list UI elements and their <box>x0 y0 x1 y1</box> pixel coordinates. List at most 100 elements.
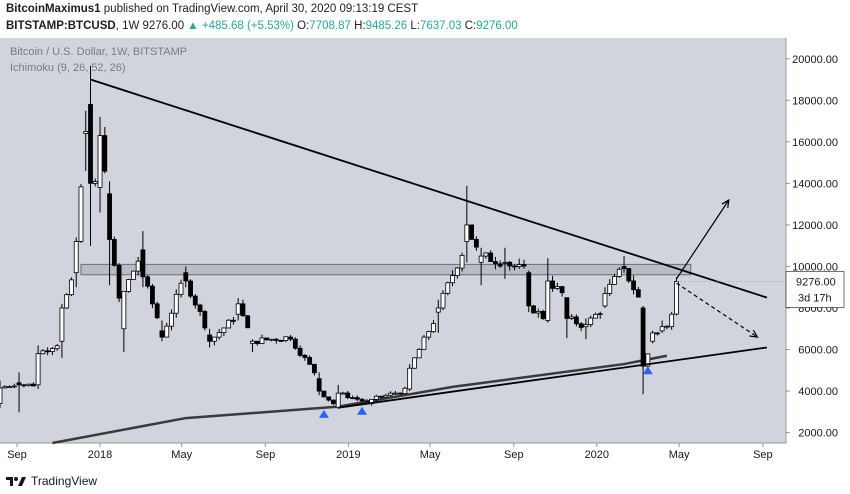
candle <box>7 386 12 388</box>
candle <box>431 323 436 333</box>
candle <box>588 317 594 326</box>
x-tick-label: Sep <box>753 449 773 461</box>
candle <box>26 383 31 386</box>
candle <box>635 289 641 298</box>
close-value: 9276.00 <box>476 20 518 32</box>
candle <box>526 272 532 307</box>
candle <box>216 332 222 338</box>
y-tick-label: 16000.00 <box>792 137 838 149</box>
candle <box>102 135 108 172</box>
candle <box>402 387 408 394</box>
ichimoku-cloud-line <box>52 354 668 445</box>
time-axis <box>0 443 786 468</box>
candle <box>593 313 598 319</box>
candle <box>507 261 513 267</box>
candle <box>188 280 193 297</box>
candle <box>469 224 475 240</box>
buy-signal-marker <box>642 366 653 375</box>
candlestick-chart[interactable]: 2000.004000.006000.008000.0010000.001200… <box>0 38 850 468</box>
candle <box>659 326 665 332</box>
candle <box>397 392 403 395</box>
candle <box>150 285 155 305</box>
candle <box>45 350 51 353</box>
candle <box>183 272 189 282</box>
candle <box>178 282 184 295</box>
candle <box>559 286 565 294</box>
candle <box>650 332 656 342</box>
x-tick-label: 2020 <box>585 449 609 461</box>
candle <box>30 383 36 387</box>
x-tick-label: 2019 <box>336 449 360 461</box>
candle <box>493 261 498 265</box>
projection-up-arrowhead <box>721 198 730 209</box>
candle <box>564 297 570 319</box>
buy-signal-marker <box>357 406 368 415</box>
candle <box>602 293 608 307</box>
candle <box>445 282 451 294</box>
candle <box>473 238 479 248</box>
y-tick-label: 14000.00 <box>792 178 838 190</box>
candle <box>164 325 170 338</box>
candle <box>497 263 503 267</box>
candle <box>383 394 389 398</box>
candle <box>0 387 3 404</box>
candle <box>640 307 646 367</box>
candle <box>512 265 517 268</box>
y-tick-label: 18000.00 <box>792 95 838 107</box>
author-name[interactable]: BitcoinMaximus1 <box>6 3 101 15</box>
tradingview-footer[interactable]: TradingView <box>6 472 97 490</box>
support-trendline <box>338 346 768 409</box>
candle <box>169 312 174 327</box>
candle <box>283 336 289 341</box>
candle <box>11 385 17 388</box>
candle <box>226 319 232 329</box>
candle <box>92 181 98 184</box>
tradingview-logo-icon <box>6 477 26 486</box>
chart-legend-indicator: Ichimoku (9, 26, 52, 26) <box>10 62 126 74</box>
resistance-zone <box>80 263 692 276</box>
candle <box>83 131 89 134</box>
candle <box>145 276 151 287</box>
candle <box>35 353 41 386</box>
candle <box>116 264 122 299</box>
candle <box>307 357 313 365</box>
candle <box>326 396 332 401</box>
candle <box>73 241 79 274</box>
projection-down-arrowhead <box>749 329 759 338</box>
candle <box>269 338 274 341</box>
candle <box>426 331 432 338</box>
candle <box>378 395 384 398</box>
candle <box>535 310 541 314</box>
buy-signal-marker <box>318 409 329 418</box>
candle <box>21 384 27 387</box>
plot-area <box>0 38 786 443</box>
candle <box>259 337 265 344</box>
tradingview-brand: TradingView <box>31 474 98 488</box>
x-tick-label: May <box>420 449 441 461</box>
candle <box>388 392 394 396</box>
candle <box>440 292 446 309</box>
candle <box>364 400 370 403</box>
candle <box>674 281 679 315</box>
candle <box>288 336 293 340</box>
x-tick-label: Sep <box>256 449 276 461</box>
candle <box>531 305 536 314</box>
chart-container[interactable]: 2000.00 4000.00 6000.00 8000.00 10000.00 1200… <box>0 38 850 468</box>
candle <box>578 323 584 328</box>
candle <box>459 254 465 269</box>
candle <box>235 303 241 315</box>
candle <box>69 279 74 296</box>
price-axis <box>786 38 850 468</box>
candle <box>340 392 346 395</box>
candle <box>416 348 422 359</box>
candle <box>626 268 632 282</box>
y-tick-label: 10000.00 <box>792 261 838 273</box>
candle <box>231 319 236 322</box>
y-tick-label: 6000.00 <box>798 345 838 357</box>
candle <box>435 307 441 313</box>
candle <box>616 268 622 277</box>
low-value: 7637.03 <box>419 20 462 32</box>
candle <box>359 398 365 402</box>
candle <box>464 224 470 242</box>
candle <box>173 293 179 314</box>
